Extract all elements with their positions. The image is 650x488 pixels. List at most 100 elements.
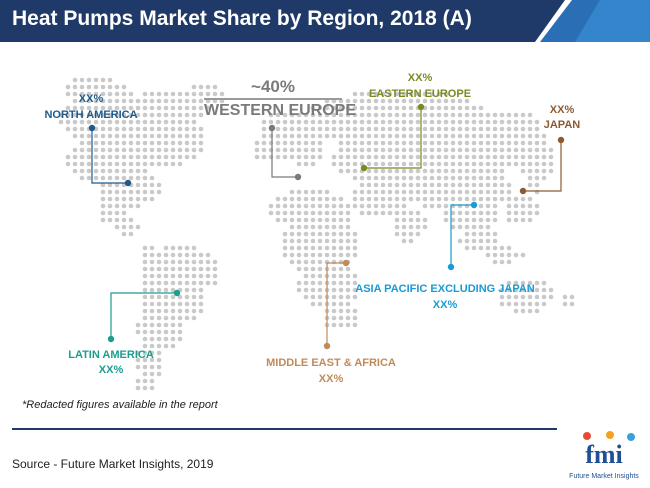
map-dot xyxy=(569,301,575,307)
map-dot xyxy=(114,182,120,188)
map-dot xyxy=(296,161,302,167)
map-dot xyxy=(114,168,120,174)
map-dot xyxy=(541,168,547,174)
map-dot xyxy=(100,210,106,216)
map-dot xyxy=(163,280,169,286)
map-dot xyxy=(352,175,358,181)
map-dot xyxy=(289,245,295,251)
map-dot xyxy=(121,84,127,90)
map-dot xyxy=(191,308,197,314)
map-dot xyxy=(114,189,120,195)
map-dot xyxy=(177,252,183,258)
map-dot xyxy=(317,245,323,251)
map-dot xyxy=(373,203,379,209)
map-dot xyxy=(338,161,344,167)
leader-lines xyxy=(88,103,565,350)
map-dot xyxy=(457,105,463,111)
map-dot xyxy=(457,98,463,104)
map-dot xyxy=(65,161,71,167)
map-dot xyxy=(142,154,148,160)
map-dot xyxy=(352,133,358,139)
map-dot xyxy=(142,98,148,104)
map-dot xyxy=(401,168,407,174)
map-dot xyxy=(338,322,344,328)
map-dot xyxy=(142,252,148,258)
map-dot xyxy=(79,168,85,174)
region-name-north-america: NORTH AMERICA xyxy=(44,109,138,121)
map-dot xyxy=(135,147,141,153)
map-dot xyxy=(79,112,85,118)
map-dot xyxy=(282,112,288,118)
map-dot xyxy=(268,210,274,216)
map-dot xyxy=(303,140,309,146)
map-dot xyxy=(191,252,197,258)
map-dot xyxy=(324,105,330,111)
map-dot xyxy=(387,112,393,118)
map-dot xyxy=(310,238,316,244)
map-dot xyxy=(436,168,442,174)
map-dot xyxy=(184,119,190,125)
map-dot xyxy=(191,315,197,321)
map-dot xyxy=(499,154,505,160)
map-dot xyxy=(149,336,155,342)
map-dot xyxy=(212,259,218,265)
map-dot xyxy=(149,189,155,195)
map-dot xyxy=(184,287,190,293)
map-dot xyxy=(310,203,316,209)
map-dot xyxy=(177,336,183,342)
map-dot xyxy=(142,168,148,174)
map-dot xyxy=(345,322,351,328)
map-dot xyxy=(191,147,197,153)
map-dot xyxy=(520,301,526,307)
map-dot xyxy=(79,105,85,111)
map-dot xyxy=(135,168,141,174)
map-dot xyxy=(135,112,141,118)
map-dot xyxy=(506,301,512,307)
map-dot xyxy=(352,196,358,202)
map-dot xyxy=(170,147,176,153)
map-dot xyxy=(485,203,491,209)
map-dot xyxy=(303,238,309,244)
map-dot xyxy=(464,238,470,244)
map-dot xyxy=(373,91,379,97)
map-dot xyxy=(156,252,162,258)
map-dot xyxy=(121,154,127,160)
map-dot xyxy=(289,126,295,132)
map-dot xyxy=(527,294,533,300)
map-dot xyxy=(492,210,498,216)
map-dot xyxy=(310,266,316,272)
map-dot xyxy=(205,266,211,272)
map-dot xyxy=(527,168,533,174)
map-dot xyxy=(72,161,78,167)
map-dot xyxy=(471,119,477,125)
marker-latin-america-end xyxy=(173,289,181,297)
map-dot xyxy=(387,147,393,153)
map-dot xyxy=(373,210,379,216)
map-dot xyxy=(177,98,183,104)
map-dot xyxy=(156,147,162,153)
map-dot xyxy=(163,252,169,258)
map-dot xyxy=(366,133,372,139)
map-dot xyxy=(499,182,505,188)
map-dot xyxy=(191,154,197,160)
map-dot xyxy=(338,231,344,237)
map-dot xyxy=(457,112,463,118)
marker-latin-america-start xyxy=(107,335,115,343)
map-dot xyxy=(562,294,568,300)
map-dot xyxy=(429,105,435,111)
map-dot xyxy=(331,315,337,321)
map-dot xyxy=(471,217,477,223)
map-dot xyxy=(93,140,99,146)
map-dot xyxy=(289,203,295,209)
map-dot xyxy=(380,98,386,104)
map-dot xyxy=(163,245,169,251)
map-dot xyxy=(303,245,309,251)
marker-north-america-start xyxy=(88,124,96,132)
map-dot xyxy=(86,168,92,174)
map-dot xyxy=(156,133,162,139)
map-dot xyxy=(121,91,127,97)
map-dot xyxy=(65,84,71,90)
map-dot xyxy=(310,154,316,160)
map-dot xyxy=(156,112,162,118)
map-dot xyxy=(317,147,323,153)
